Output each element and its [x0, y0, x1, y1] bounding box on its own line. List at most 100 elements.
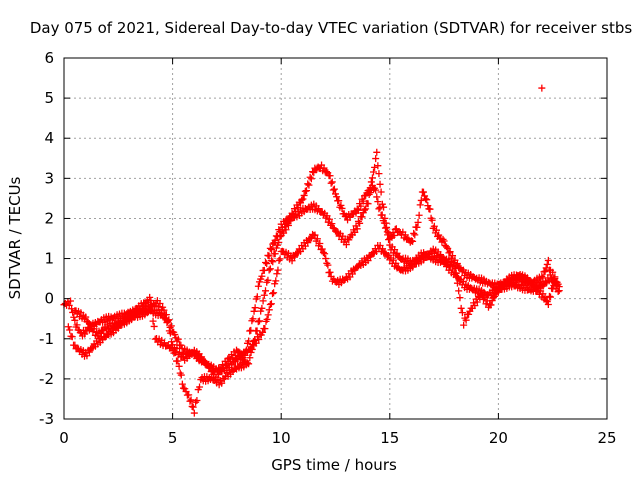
data-point: [473, 298, 481, 306]
y-tick-label: -3: [39, 410, 54, 428]
data-point: [449, 252, 457, 260]
data-point: [411, 231, 419, 239]
data-point: [128, 312, 136, 320]
data-point: [382, 219, 390, 227]
data-point: [329, 186, 337, 194]
y-tick-label: -2: [39, 370, 54, 388]
data-point: [307, 175, 315, 183]
data-point: [275, 238, 283, 246]
x-tick-label: 15: [380, 429, 399, 447]
y-tick-label: 6: [44, 49, 54, 67]
data-point: [266, 265, 274, 273]
data-point: [451, 264, 459, 272]
data-point: [426, 205, 434, 213]
data-point: [393, 249, 401, 257]
data-point: [337, 201, 345, 209]
data-point: [453, 273, 461, 281]
data-point: [164, 316, 172, 324]
data-point: [539, 290, 547, 298]
data-point: [160, 314, 168, 322]
data-point: [82, 313, 90, 321]
data-point: [327, 179, 335, 187]
data-point: [311, 231, 319, 239]
data-point: [353, 205, 361, 213]
data-point: [158, 309, 166, 317]
data-point: [156, 299, 164, 307]
data-point: [367, 178, 375, 186]
data-point: [176, 348, 184, 356]
data-point: [186, 397, 194, 405]
data-point: [493, 288, 501, 296]
data-point: [269, 258, 277, 266]
data-point: [440, 237, 448, 245]
data-point: [301, 242, 309, 250]
data-point: [268, 257, 276, 265]
data-point: [330, 185, 338, 193]
y-tick-label: 5: [44, 89, 54, 107]
data-point: [68, 333, 76, 341]
data-point: [409, 237, 417, 245]
data-point: [335, 197, 343, 205]
data-point: [338, 204, 346, 212]
data-point: [83, 352, 91, 360]
data-point: [147, 297, 155, 305]
data-point: [446, 248, 454, 256]
data-point: [439, 235, 447, 243]
data-point: [353, 225, 361, 233]
data-point: [376, 180, 384, 188]
data-point: [266, 301, 274, 309]
data-point: [269, 290, 277, 298]
data-point: [460, 321, 468, 329]
data-point: [541, 267, 549, 275]
data-point: [185, 391, 193, 399]
data-point: [372, 186, 380, 194]
data-point: [348, 270, 356, 278]
data-point: [266, 244, 274, 252]
data-point: [313, 235, 321, 243]
data-point: [304, 239, 312, 247]
data-point: [333, 193, 341, 201]
data-point: [410, 229, 418, 237]
data-point: [270, 289, 278, 297]
y-tick-label: 3: [44, 169, 54, 187]
data-point: [544, 301, 552, 309]
data-point: [189, 403, 197, 411]
y-tick-label: 2: [44, 209, 54, 227]
data-point: [375, 205, 383, 213]
data-point: [282, 226, 290, 234]
data-point: [321, 250, 329, 258]
data-point: [377, 188, 385, 196]
data-point: [246, 354, 254, 362]
data-point: [547, 293, 555, 301]
data-point: [322, 255, 330, 263]
data-points: [60, 84, 563, 417]
data-point: [192, 398, 200, 406]
data-point: [251, 304, 259, 312]
data-point: [298, 196, 306, 204]
data-point: [272, 277, 280, 285]
plot-frame: [63, 57, 608, 420]
grid: [64, 58, 607, 419]
data-point: [265, 306, 273, 314]
data-point: [374, 198, 382, 206]
data-point: [323, 168, 331, 176]
data-point: [250, 307, 258, 315]
data-point: [453, 279, 461, 287]
data-point: [264, 276, 272, 284]
data-point: [188, 402, 196, 410]
data-point: [255, 317, 263, 325]
data-point: [303, 187, 311, 195]
data-point: [177, 341, 185, 349]
data-point: [166, 329, 174, 337]
data-point: [174, 335, 182, 343]
data-point: [70, 313, 78, 321]
data-point: [246, 346, 254, 354]
data-point: [381, 249, 389, 257]
data-point: [328, 178, 336, 186]
data-point: [457, 304, 465, 312]
data-point: [149, 317, 157, 325]
data-point: [259, 328, 267, 336]
x-tick-label: 5: [168, 429, 178, 447]
data-point: [265, 266, 273, 274]
